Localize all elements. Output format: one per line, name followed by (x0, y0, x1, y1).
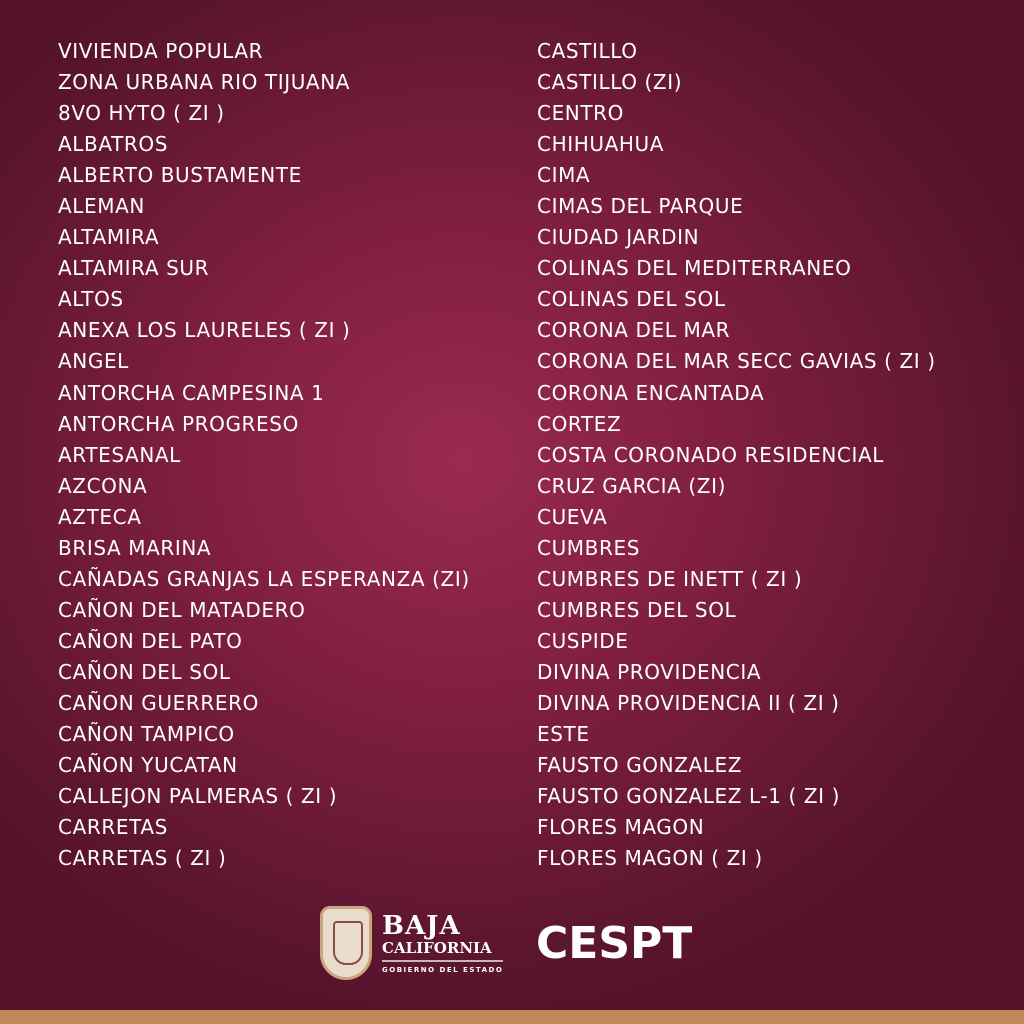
list-item: ALBATROS (58, 132, 169, 157)
list-item: BRISA MARINA (58, 535, 212, 560)
list-item: CIMA (537, 163, 591, 188)
list-item: FLORES MAGON ( ZI ) (537, 846, 763, 871)
list-item: CUSPIDE (537, 628, 629, 653)
coat-of-arms-icon (320, 906, 372, 980)
list-item: CAÑADAS GRANJAS LA ESPERANZA (ZI) (58, 566, 470, 591)
list-item: COLINAS DEL MEDITERRANEO (537, 256, 852, 281)
list-item: DIVINA PROVIDENCIA II ( ZI ) (537, 690, 840, 715)
list-item: ANTORCHA PROGRESO (58, 411, 299, 436)
list-item: CENTRO (537, 101, 625, 126)
list-item: AZCONA (58, 473, 148, 498)
list-item: FAUSTO GONZALEZ L-1 ( ZI ) (537, 784, 841, 809)
list-item: ARTESANAL (58, 442, 181, 467)
list-item: CUMBRES DE INETT ( ZI ) (537, 566, 803, 591)
list-item: CAÑON YUCATAN (58, 753, 238, 778)
list-item: ESTE (537, 722, 590, 747)
list-item: CHIHUAHUA (537, 132, 665, 157)
list-item: CAÑON DEL PATO (58, 628, 243, 653)
list-item: ALTAMIRA (58, 225, 160, 250)
logo-line-2: CALIFORNIA (382, 939, 504, 962)
list-item: 8VO HYTO ( ZI ) (58, 101, 225, 126)
list-item: VIVIENDA POPULAR (58, 39, 264, 63)
list-item: CASTILLO (ZI) (537, 70, 683, 95)
logo-line-1: BAJA (382, 910, 461, 941)
neighborhood-list-left: VIVIENDA POPULAR ZONA URBANA RIO TIJUANA 8… (58, 36, 470, 874)
list-item: ALEMAN (58, 194, 145, 219)
list-item: ANTORCHA CAMPESINA 1 (58, 380, 325, 405)
list-item: COLINAS DEL SOL (537, 287, 726, 312)
list-item: ANEXA LOS LAURELES ( ZI ) (58, 318, 351, 343)
list-item: CUEVA (537, 504, 608, 529)
list-item: CAÑON GUERRERO (58, 690, 259, 715)
list-item: CIUDAD JARDIN (537, 225, 700, 250)
list-item: CORONA ENCANTADA (537, 380, 765, 405)
baja-california-logo: BAJA CALIFORNIA GOBIERNO DEL ESTADO (320, 906, 504, 980)
list-item: CORTEZ (537, 411, 622, 436)
neighborhood-list-right: CASTILLO CASTILLO (ZI) CENTRO CHIHUAHUA CIMA… (537, 36, 936, 874)
list-item: COSTA CORONADO RESIDENCIAL (537, 442, 885, 467)
list-item: ALBERTO BUSTAMENTE (58, 163, 302, 188)
list-item: CUMBRES DEL SOL (537, 597, 737, 622)
bottom-bar (0, 1010, 1024, 1024)
list-item: FAUSTO GONZALEZ (537, 753, 743, 778)
list-item: ZONA URBANA RIO TIJUANA (58, 70, 351, 95)
list-item: CASTILLO (537, 39, 638, 63)
list-item: CORONA DEL MAR SECC GAVIAS ( ZI ) (537, 349, 936, 374)
list-item: DIVINA PROVIDENCIA (537, 659, 762, 684)
list-item: AZTECA (58, 504, 142, 529)
list-item: FLORES MAGON (537, 815, 705, 840)
list-item: ALTOS (58, 287, 124, 312)
list-item: CARRETAS ( ZI ) (58, 846, 227, 871)
list-item: CARRETAS (58, 815, 168, 840)
list-item: CUMBRES (537, 535, 641, 560)
list-item: CORONA DEL MAR (537, 318, 731, 343)
list-item: CAÑON DEL MATADERO (58, 597, 306, 622)
list-item: CAÑON TAMPICO (58, 722, 235, 747)
list-item: CRUZ GARCIA (ZI) (537, 473, 726, 498)
list-item: ANGEL (58, 349, 129, 374)
logo-line-3: GOBIERNO DEL ESTADO (382, 965, 504, 974)
list-item: CIMAS DEL PARQUE (537, 194, 744, 219)
cespt-logo: CESPT (536, 918, 693, 969)
list-item: CAÑON DEL SOL (58, 659, 231, 684)
list-item: CALLEJON PALMERAS ( ZI ) (58, 784, 338, 809)
list-item: ALTAMIRA SUR (58, 256, 210, 281)
